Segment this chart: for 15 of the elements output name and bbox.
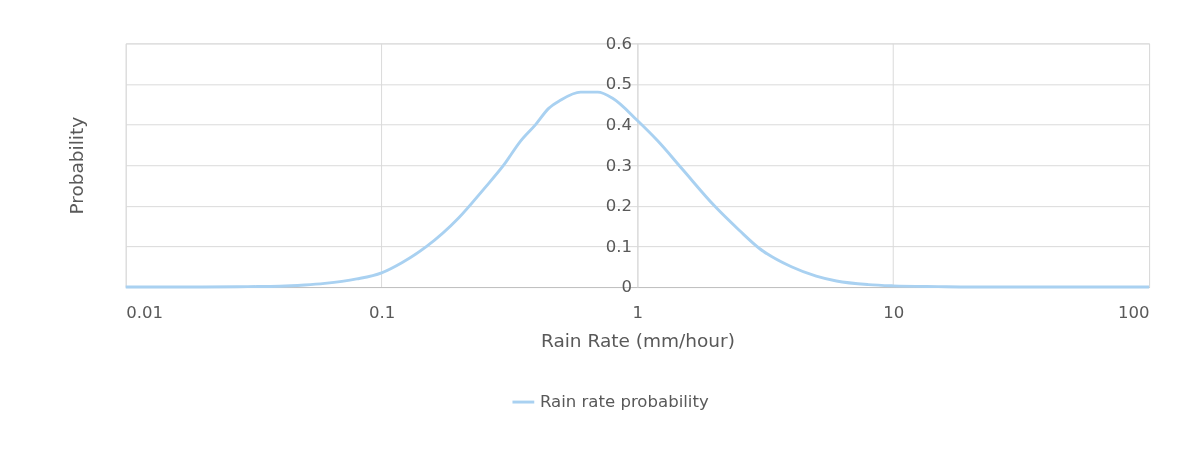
x-axis-title: Rain Rate (mm/hour) (540, 330, 735, 351)
y-tick-label: 0 (621, 277, 633, 297)
y-tick-label: 0.4 (605, 114, 633, 134)
y-tick-label: 0.1 (605, 236, 633, 256)
x-tick-label: 100 (1117, 302, 1150, 322)
legend-label: Rain rate probability (539, 391, 709, 411)
y-tick-label: 0.5 (605, 74, 633, 94)
y-axis-title: Probability (66, 116, 88, 215)
x-tick-label: 0.1 (368, 302, 396, 322)
x-tick-label: 1 (632, 302, 644, 322)
x-tick-label: 0.01 (126, 302, 164, 322)
y-tick-label: 0.6 (605, 33, 633, 53)
y-tick-label: 0.2 (605, 196, 633, 216)
x-tick-label: 10 (883, 302, 905, 322)
y-tick-label: 0.3 (605, 155, 633, 175)
